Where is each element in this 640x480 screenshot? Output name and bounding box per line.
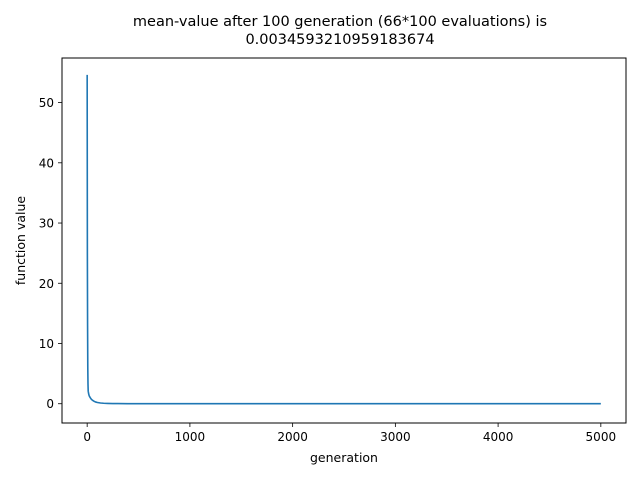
x-axis-ticks: 0 1000 2000 3000 4000 5000 xyxy=(83,423,616,444)
x-tick-label: 1000 xyxy=(175,430,206,444)
y-tick-label: 30 xyxy=(39,217,54,231)
series-line-0 xyxy=(86,74,601,405)
x-tick-label: 4000 xyxy=(483,430,514,444)
y-axis-ticks: 0 10 20 30 40 50 xyxy=(39,96,62,411)
y-tick-label: 0 xyxy=(46,397,54,411)
x-tick-label: 0 xyxy=(83,430,91,444)
y-axis-label: function value xyxy=(13,196,28,285)
x-tick-label: 5000 xyxy=(586,430,617,444)
y-tick-label: 50 xyxy=(39,96,54,110)
y-tick-label: 20 xyxy=(39,277,54,291)
plot-marks xyxy=(86,74,601,405)
x-axis-label: generation xyxy=(310,450,378,465)
x-tick-label: 2000 xyxy=(277,430,308,444)
y-tick-label: 10 xyxy=(39,337,54,351)
chart-title-line-1: mean-value after 100 generation (66*100 … xyxy=(133,14,547,30)
plot-frame xyxy=(61,57,627,424)
chart-title-line-2: 0.0034593210959183674 xyxy=(245,32,434,48)
y-tick-label: 40 xyxy=(39,156,54,170)
x-tick-label: 3000 xyxy=(380,430,411,444)
